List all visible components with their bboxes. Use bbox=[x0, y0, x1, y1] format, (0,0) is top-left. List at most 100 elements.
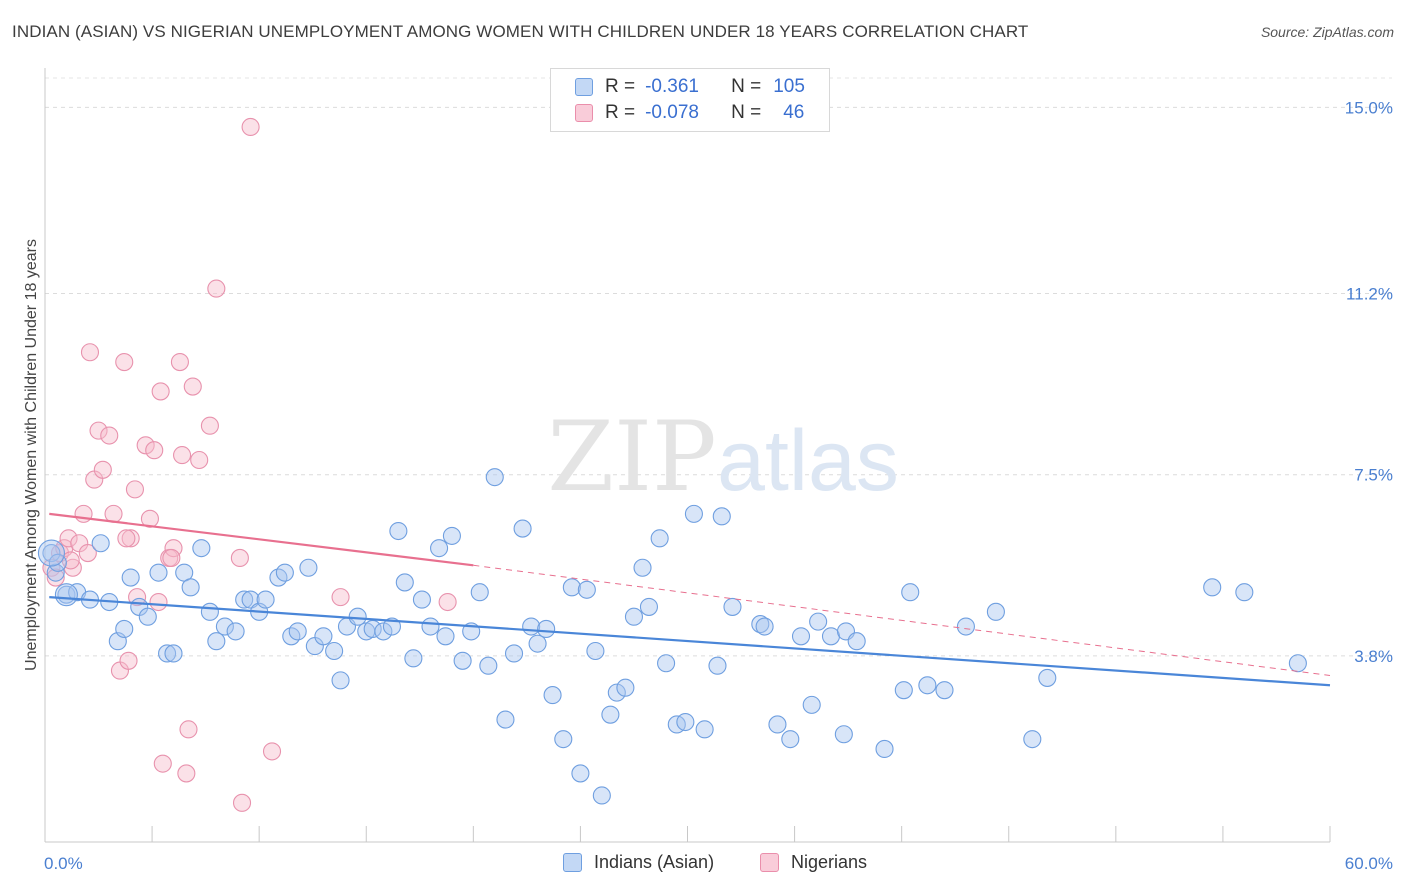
indian-point bbox=[192, 539, 211, 558]
indian-point bbox=[48, 553, 67, 572]
indian-point bbox=[115, 619, 134, 639]
indian-point bbox=[421, 617, 440, 636]
nigerian-point bbox=[190, 450, 209, 470]
nigerian-point bbox=[59, 529, 78, 548]
correlation-legend: R = -0.361 N = 105 R = -0.078 N = 46 bbox=[550, 68, 830, 132]
nigerian-trend-line bbox=[49, 512, 474, 567]
source-label: Source: ZipAtlas.com bbox=[1260, 24, 1394, 40]
indian-point bbox=[504, 644, 524, 663]
indian-point bbox=[1288, 654, 1307, 673]
indian-point bbox=[215, 617, 234, 636]
nigerian-trend-line-dashed bbox=[473, 564, 1331, 676]
nigerian-point bbox=[230, 548, 249, 567]
indian-point bbox=[894, 681, 913, 700]
tick-labels: 3.8% 7.5% 11.2% 15.0% 0.0% 60.0% bbox=[44, 98, 1393, 873]
nigerian-point bbox=[149, 592, 168, 612]
indian-point bbox=[768, 715, 787, 734]
nigerian-point bbox=[136, 436, 155, 455]
indian-point bbox=[657, 654, 676, 673]
nigerian-point bbox=[80, 343, 100, 362]
indian-point bbox=[404, 649, 423, 668]
legend-item-nigerians[interactable]: Nigerians bbox=[760, 852, 867, 873]
nigerian-point bbox=[170, 353, 189, 372]
indian-point bbox=[918, 676, 937, 695]
indian-point bbox=[412, 590, 431, 609]
indian-point bbox=[802, 695, 821, 714]
nigerian-point bbox=[115, 353, 134, 372]
watermark-atlas: atlas bbox=[717, 413, 899, 509]
nigerian-point bbox=[151, 382, 170, 401]
legend-item-indians[interactable]: Indians (Asian) bbox=[563, 852, 714, 873]
legend-row-nigerians: R = -0.078 N = 46 bbox=[575, 101, 804, 125]
nigerian-point bbox=[207, 279, 226, 298]
nigerian-point bbox=[183, 377, 202, 396]
legend-swatch-pink bbox=[575, 104, 593, 122]
nigerian-point bbox=[104, 504, 123, 523]
indian-point bbox=[577, 580, 596, 599]
indian-point-large bbox=[37, 539, 65, 567]
nigerian-point bbox=[173, 446, 192, 465]
indian-point bbox=[479, 656, 498, 675]
indian-point bbox=[42, 544, 61, 563]
indian-point bbox=[956, 617, 975, 636]
indian-point bbox=[496, 710, 515, 729]
nigerian-point bbox=[100, 426, 119, 445]
indian-point bbox=[537, 619, 556, 639]
indian-point bbox=[348, 607, 367, 626]
indian-point bbox=[149, 563, 168, 582]
nigerian-point bbox=[241, 117, 260, 137]
nigerian-point bbox=[262, 742, 282, 761]
nigerian-point bbox=[179, 720, 198, 739]
x-tick-label: 60.0% bbox=[1345, 854, 1393, 873]
nigerian-point bbox=[145, 441, 164, 460]
indian-point bbox=[241, 590, 260, 609]
indian-point bbox=[453, 651, 472, 670]
y-tick-label: 7.5% bbox=[1354, 466, 1393, 485]
indian-point bbox=[374, 622, 393, 641]
indian-point bbox=[430, 539, 449, 558]
indian-point bbox=[395, 573, 414, 592]
indian-point bbox=[1023, 730, 1042, 749]
nigerian-point bbox=[121, 529, 140, 548]
indian-point bbox=[164, 644, 183, 663]
y-tick-label: 11.2% bbox=[1346, 284, 1393, 303]
indian-point bbox=[639, 597, 659, 616]
legend-n-label: N = bbox=[731, 102, 762, 123]
legend-n-value: 105 bbox=[773, 76, 805, 97]
indian-point bbox=[256, 590, 275, 609]
indian-point bbox=[821, 627, 841, 646]
indian-point bbox=[121, 568, 140, 587]
nigerian-point bbox=[78, 544, 97, 563]
legend-row-indians: R = -0.361 N = 105 bbox=[575, 75, 805, 99]
indian-point bbox=[554, 730, 573, 749]
indian-point bbox=[986, 602, 1005, 621]
indian-point-large bbox=[54, 583, 78, 607]
chart-title: INDIAN (ASIAN) VS NIGERIAN UNEMPLOYMENT … bbox=[12, 22, 1029, 41]
nigerian-point bbox=[200, 416, 219, 435]
indian-point bbox=[712, 507, 731, 526]
nigerians-points bbox=[42, 117, 457, 812]
indian-point bbox=[781, 730, 800, 749]
indian-point bbox=[442, 526, 461, 545]
indians-points bbox=[37, 468, 1307, 805]
indian-point bbox=[901, 583, 920, 602]
indian-point bbox=[275, 563, 294, 582]
indian-point bbox=[695, 720, 714, 739]
legend-n-label: N = bbox=[731, 76, 762, 97]
gridlines bbox=[45, 77, 1392, 657]
indian-point bbox=[650, 529, 669, 548]
nigerian-point bbox=[93, 460, 112, 479]
indian-point bbox=[562, 578, 581, 597]
nigerian-point bbox=[117, 529, 136, 548]
indian-point bbox=[200, 602, 219, 621]
nigerian-point bbox=[177, 764, 196, 783]
indian-point bbox=[723, 597, 742, 616]
indian-point bbox=[601, 705, 620, 724]
indian-point bbox=[314, 627, 333, 646]
watermark: ZIP atlas bbox=[547, 401, 898, 513]
indian-point bbox=[684, 504, 703, 523]
indian-point bbox=[325, 641, 344, 661]
legend-r-label: R = bbox=[605, 102, 636, 123]
nigerian-point bbox=[89, 421, 108, 440]
